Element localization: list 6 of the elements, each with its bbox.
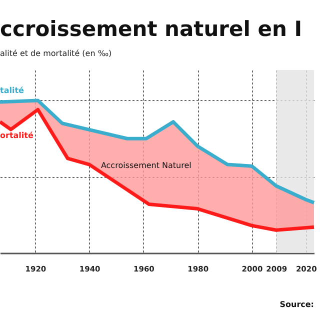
source-note: Source:: [280, 300, 314, 309]
series-label: Accroissement Naturel: [100, 160, 192, 170]
series-label: talité: [0, 86, 25, 96]
series-label: ortalité: [0, 130, 34, 140]
chart-title: ccroissement naturel en I: [0, 17, 302, 41]
chart-subtitle: alité et de mortalité (en ‰): [0, 49, 112, 58]
